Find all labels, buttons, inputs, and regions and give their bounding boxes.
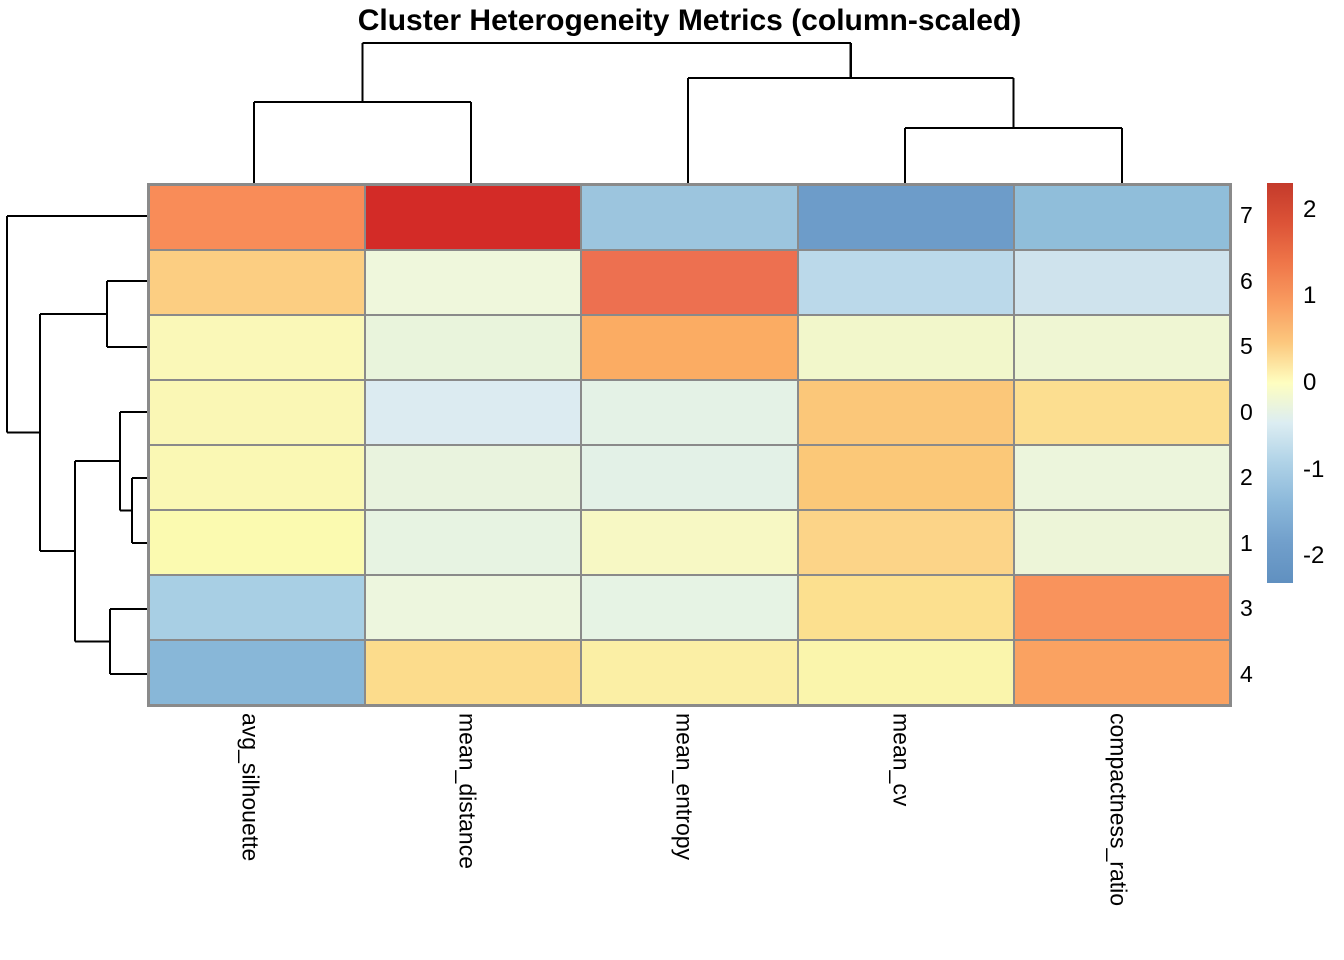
column-labels: avg_silhouette mean_distance mean_entropy m… <box>147 713 1232 958</box>
color-scale-tick: 2 <box>1303 195 1317 223</box>
column-dendrogram <box>252 41 1124 183</box>
heatmap-cell <box>1013 315 1230 380</box>
heatmap-cell <box>149 510 366 575</box>
heatmap-cell <box>581 575 798 640</box>
color-scale-tick: -1 <box>1303 455 1325 483</box>
heatmap-cell <box>797 315 1014 380</box>
heatmap-cell <box>797 640 1014 705</box>
row-labels: 7 6 5 0 2 1 3 4 <box>1240 183 1266 707</box>
heatmap-cell <box>365 185 582 250</box>
heatmap-cell <box>797 185 1014 250</box>
color-scale-bar <box>1267 183 1293 583</box>
column-label: mean_distance <box>454 713 481 869</box>
heatmap-cell <box>581 185 798 250</box>
heatmap-cell <box>1013 445 1230 510</box>
column-label: mean_entropy <box>671 713 698 861</box>
heatmap-cell <box>149 185 366 250</box>
heatmap-cell <box>797 575 1014 640</box>
heatmap-cell <box>581 640 798 705</box>
heatmap-cell <box>581 250 798 315</box>
color-scale-tick: 0 <box>1303 369 1317 396</box>
heatmap-cell <box>1013 510 1230 575</box>
heatmap-cell <box>149 445 366 510</box>
heatmap-cell <box>365 575 582 640</box>
heatmap-cell <box>365 380 582 445</box>
heatmap-cell <box>365 510 582 575</box>
heatmap-cell <box>1013 380 1230 445</box>
heatmap-cell <box>1013 575 1230 640</box>
column-label: avg_silhouette <box>237 713 264 862</box>
chart-title: Cluster Heterogeneity Metrics (column-sc… <box>357 4 1022 37</box>
row-dendrogram <box>5 214 147 676</box>
color-scale-tick-labels: 2 1 0 -1 -2 <box>1303 183 1344 583</box>
row-label: 1 <box>1240 529 1253 556</box>
heatmap-cell <box>581 445 798 510</box>
heatmap-cell <box>365 445 582 510</box>
heatmap-cell <box>581 380 798 445</box>
heatmap-grid <box>147 183 1232 707</box>
heatmap-cell <box>149 575 366 640</box>
heatmap-cell <box>581 315 798 380</box>
column-label: compactness_ratio <box>1105 713 1132 907</box>
heatmap-cell <box>149 380 366 445</box>
heatmap-cell <box>365 640 582 705</box>
row-label: 3 <box>1240 595 1253 622</box>
heatmap-cell <box>365 250 582 315</box>
heatmap-cell <box>149 640 366 705</box>
heatmap-cell <box>149 250 366 315</box>
heatmap-cell <box>797 250 1014 315</box>
row-label: 0 <box>1240 398 1253 425</box>
heatmap-cell <box>1013 185 1230 250</box>
row-label: 7 <box>1240 202 1253 229</box>
heatmap-cell <box>797 445 1014 510</box>
heatmap-cell <box>149 315 366 380</box>
color-scale-tick: 1 <box>1303 282 1317 310</box>
heatmap-cell <box>1013 250 1230 315</box>
heatmap-cell <box>365 315 582 380</box>
row-label: 4 <box>1240 660 1253 687</box>
column-label: mean_cv <box>888 713 915 807</box>
row-label: 5 <box>1240 333 1253 360</box>
heatmap-cell <box>797 380 1014 445</box>
heatmap-cell <box>1013 640 1230 705</box>
row-label: 2 <box>1240 464 1253 491</box>
heatmap-cell <box>797 510 1014 575</box>
row-label: 6 <box>1240 267 1253 294</box>
heatmap-cell <box>581 510 798 575</box>
color-scale-tick: -2 <box>1303 542 1325 570</box>
